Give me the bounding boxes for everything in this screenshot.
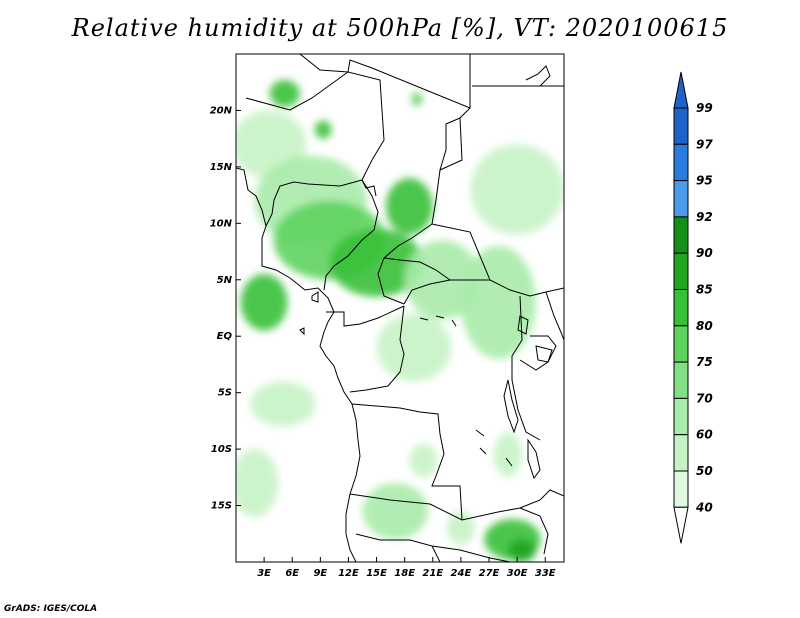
border-line (431, 545, 441, 562)
border-line (349, 489, 564, 521)
lat-tick-label: 20N (210, 105, 233, 116)
border-line (245, 71, 385, 181)
humidity-patch (404, 240, 480, 320)
colorbar-label: 99 (696, 101, 713, 115)
lat-tick-label: 5N (217, 275, 233, 286)
colorbar-label: 90 (696, 246, 713, 260)
humidity-patch (446, 511, 475, 546)
humidity-patch (314, 120, 332, 139)
border-line (545, 291, 564, 341)
border-line (519, 335, 557, 371)
longitude-ticks: 3E 6E 9E 12E 15E 18E 21E 24E 27E 30E 33E (257, 557, 556, 579)
border-line (351, 403, 463, 521)
colorbar-label: 80 (696, 319, 713, 333)
colorbar-label: 92 (696, 210, 713, 224)
map-frame: 20N 15N 10N 5N EQ 5S 10S 15S 3E 6E 9E 12E 15E 18E 21E… (210, 53, 565, 579)
humidity-patch (362, 482, 429, 540)
lat-tick-label: 15N (210, 162, 233, 173)
humidity-patch (250, 381, 316, 427)
border-line (349, 305, 405, 393)
lon-tick-label: 27E (479, 568, 500, 579)
border-line (525, 65, 551, 87)
colorbar-segment (673, 434, 689, 472)
colorbar-label: 70 (696, 391, 713, 405)
lon-tick-label: 33E (535, 568, 556, 579)
border-line (361, 179, 377, 197)
country-borders (236, 54, 564, 562)
lat-tick-label: 5S (218, 388, 232, 399)
colorbar-segment (673, 216, 689, 254)
humidity-patch (507, 539, 536, 562)
border-line (383, 257, 490, 281)
colorbar-segment (673, 143, 689, 182)
border-line (419, 315, 457, 327)
lake-outline (503, 379, 519, 434)
lon-tick-label: 30E (507, 568, 528, 579)
map-title: Relative humidity at 500hPa [%], VT: 202… (71, 14, 729, 42)
grads-credit: GrADS: IGES/COLA (4, 604, 98, 614)
colorbar-segment (673, 107, 689, 145)
lon-tick-label: 24E (451, 568, 472, 579)
humidity-patch (269, 79, 300, 108)
border-line (475, 429, 513, 467)
humidity-patch (411, 92, 423, 106)
lake-outline (535, 345, 553, 363)
colorbar-label: 40 (695, 500, 713, 514)
colorbar-label: 95 (696, 174, 713, 188)
colorbar-segment (673, 470, 689, 508)
border-line (439, 117, 461, 171)
humidity-patch (470, 144, 564, 235)
colorbar-label: 97 (696, 137, 713, 151)
humidity-patch (329, 228, 424, 297)
border-line (377, 107, 471, 305)
colorbar-segment (673, 325, 689, 363)
lon-tick-label: 15E (366, 568, 387, 579)
border-line (326, 305, 405, 327)
colorbar-label: 50 (696, 464, 713, 478)
colorbar: 99 97 95 92 90 85 80 75 70 60 50 40 (673, 71, 713, 544)
island-outline (299, 327, 305, 336)
lon-tick-label: 21E (422, 568, 443, 579)
lon-tick-label: 12E (338, 568, 359, 579)
colorbar-label: 60 (696, 428, 713, 442)
latitude-ticks: 20N 15N 10N 5N EQ 5S 10S 15S (210, 105, 241, 512)
lon-tick-label: 9E (313, 568, 327, 579)
lat-tick-label: 15S (211, 501, 232, 512)
colorbar-segment (673, 180, 689, 218)
lake-outline (311, 291, 319, 303)
humidity-patch (493, 432, 522, 478)
lon-tick-label: 3E (257, 568, 271, 579)
humidity-shading (236, 79, 564, 562)
colorbar-over-triangle (673, 71, 689, 109)
colorbar-label: 85 (696, 283, 713, 297)
humidity-patch (376, 313, 452, 382)
humidity-patch (409, 443, 438, 478)
colorbar-segment (673, 361, 689, 399)
colorbar-segment (673, 397, 689, 436)
border-line (403, 279, 451, 305)
lon-tick-label: 18E (394, 568, 415, 579)
lat-tick-label: 10S (211, 444, 232, 455)
border-line (323, 179, 379, 291)
humidity-patch (240, 274, 288, 331)
border-line (511, 295, 541, 441)
lake-outline (527, 438, 541, 480)
lake-outline (517, 315, 529, 335)
border-line (265, 179, 363, 227)
humidity-patch (385, 178, 433, 235)
border-line (519, 507, 549, 555)
colorbar-segment (673, 289, 689, 327)
humidity-patch (236, 449, 279, 517)
colorbar-under-triangle (673, 506, 689, 544)
lat-tick-label: 10N (210, 218, 233, 229)
humidity-patch (460, 245, 536, 359)
colorbar-label: 75 (696, 355, 713, 369)
lon-tick-label: 6E (285, 568, 299, 579)
colorbar-segment (673, 252, 689, 290)
lat-tick-label: EQ (217, 331, 233, 342)
